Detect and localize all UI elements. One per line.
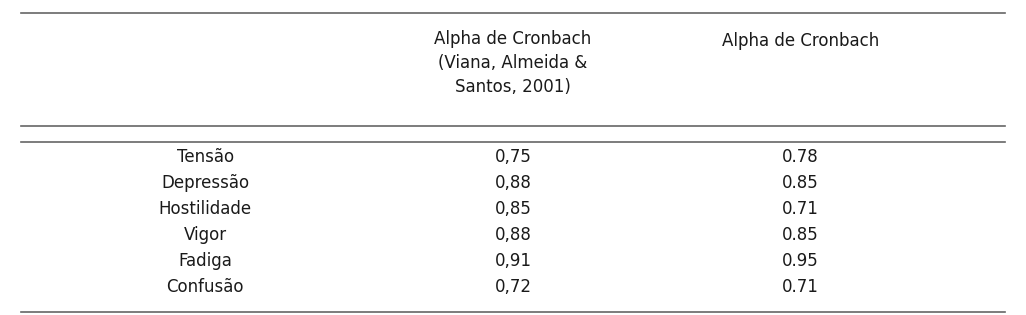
Text: 0.85: 0.85	[782, 174, 819, 192]
Text: Alpha de Cronbach
(Viana, Almeida &
Santos, 2001): Alpha de Cronbach (Viana, Almeida & Sant…	[434, 31, 592, 95]
Text: Hostilidade: Hostilidade	[159, 200, 251, 218]
Text: 0,72: 0,72	[495, 278, 531, 296]
Text: 0,75: 0,75	[495, 148, 531, 167]
Text: 0.85: 0.85	[782, 226, 819, 244]
Text: 0,88: 0,88	[495, 174, 531, 192]
Text: 0.71: 0.71	[782, 278, 819, 296]
Text: Vigor: Vigor	[184, 226, 227, 244]
Text: 0,85: 0,85	[495, 200, 531, 218]
Text: 0.71: 0.71	[782, 200, 819, 218]
Text: Alpha de Cronbach: Alpha de Cronbach	[721, 32, 879, 50]
Text: Depressão: Depressão	[161, 174, 249, 192]
Text: Confusão: Confusão	[166, 278, 244, 296]
Text: 0.95: 0.95	[782, 252, 819, 270]
Text: Tensão: Tensão	[176, 148, 234, 167]
Text: 0,91: 0,91	[495, 252, 531, 270]
Text: Fadiga: Fadiga	[179, 252, 232, 270]
Text: 0.78: 0.78	[782, 148, 819, 167]
Text: 0,88: 0,88	[495, 226, 531, 244]
